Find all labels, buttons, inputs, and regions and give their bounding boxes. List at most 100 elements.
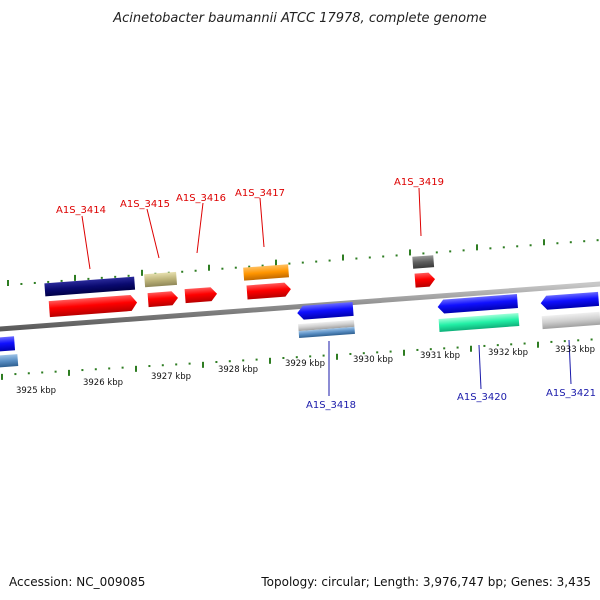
kbp-label: 3925 kbp [16,386,56,396]
gene-feature-mint[interactable] [438,312,520,332]
gene-arrow-a1s-3416[interactable] [184,287,218,304]
gene-arrow-left-partial[interactable] [0,336,16,353]
gene-arrow-a1s-3415[interactable] [147,291,179,308]
ruler-minor-tick [54,370,57,373]
ruler-minor-tick [355,257,358,260]
ruler-major-tick [537,341,539,348]
gene-feature-gray[interactable] [412,255,435,269]
gene-label-a1s-3420[interactable]: A1S_3420 [457,392,507,403]
ruler-minor-tick [416,348,419,351]
gene-label-a1s-3415[interactable]: A1S_3415 [120,199,170,210]
ruler-minor-tick [87,277,90,280]
ruler-minor-tick [376,351,379,354]
top-label-leaders [81,187,422,270]
gene-feature-navy[interactable] [44,276,136,297]
ruler-major-tick [543,239,545,246]
gene-arrow-a1s-3419[interactable] [414,272,436,288]
ruler-minor-tick [456,346,459,349]
ruler-minor-tick [121,366,124,369]
genome-backbone [0,281,600,332]
ruler-minor-tick [590,338,593,341]
kbp-label: 3928 kbp [218,365,258,375]
top-strand-ruler [7,239,599,286]
ruler-major-tick [135,365,137,372]
gene-label-a1s-3414[interactable]: A1S_3414 [56,205,106,216]
ruler-minor-tick [108,367,111,370]
ruler-minor-tick [510,343,513,346]
ruler-major-tick [208,264,210,271]
ruler-minor-tick [389,350,392,353]
kbp-label: 3930 kbp [353,355,393,365]
ruler-minor-tick [295,356,298,359]
ruler-minor-tick [175,363,178,366]
gene-feature-khaki[interactable] [144,271,178,288]
gene-feature-left-steel[interactable] [0,354,19,369]
ruler-minor-tick [368,256,371,259]
ruler-minor-tick [422,252,425,255]
bottom-strand-genes [0,291,600,369]
ruler-minor-tick [248,265,251,268]
ruler-minor-tick [502,246,505,249]
ruler-major-tick [476,244,478,251]
gene-arrow-a1s-3421[interactable] [540,291,600,310]
kbp-label: 3926 kbp [83,378,123,388]
ruler-minor-tick [194,269,197,272]
ruler-minor-tick [443,347,446,350]
gene-feature-silver[interactable] [298,319,355,332]
ruler-minor-tick [529,244,532,247]
ruler-minor-tick [234,266,237,269]
ruler-minor-tick [496,344,499,347]
ruler-minor-tick [563,340,566,343]
ruler-minor-tick [395,254,398,257]
ruler-minor-tick [100,276,103,279]
ruler-minor-tick [47,280,50,283]
gene-arrow-a1s-3417[interactable] [246,282,292,300]
gene-label-a1s-3416[interactable]: A1S_3416 [176,193,226,204]
gene-label-a1s-3419[interactable]: A1S_3419 [394,177,444,188]
ruler-major-tick [1,373,3,380]
ruler-minor-tick [349,352,352,355]
ruler-minor-tick [583,240,586,243]
ruler-minor-tick [577,339,580,342]
ruler-major-tick [68,369,70,376]
ruler-minor-tick [215,361,218,364]
ruler-major-tick [403,349,405,356]
gene-label-a1s-3418[interactable]: A1S_3418 [306,400,356,411]
ruler-minor-tick [429,348,432,351]
bottom-strand-ruler [1,338,593,380]
ruler-minor-tick [81,369,84,372]
ruler-major-tick [275,259,277,266]
ruler-minor-tick [556,242,559,245]
ruler-minor-tick [449,250,452,253]
genome-summary-text: Topology: circular; Length: 3,976,747 bp… [260,575,591,589]
ruler-minor-tick [483,344,486,347]
ruler-major-tick [470,345,472,352]
gene-arrow-a1s-3420[interactable] [437,294,518,314]
ruler-minor-tick [282,356,285,359]
top-strand-genes [44,255,436,318]
ruler-minor-tick [161,364,164,367]
accession-text: Accession: NC_009085 [9,575,145,589]
ruler-minor-tick [309,355,312,358]
gene-feature-steel[interactable] [298,326,355,339]
ruler-minor-tick [60,279,63,282]
ruler-minor-tick [41,371,44,374]
ruler-minor-tick [114,275,117,278]
gene-arrow-a1s-3418[interactable] [297,301,354,320]
ruler-minor-tick [489,247,492,250]
ruler-minor-tick [328,259,331,262]
kbp-label: 3933 kbp [555,345,595,355]
gene-feature-silver-right[interactable] [541,311,600,330]
ruler-minor-tick [382,255,385,258]
ruler-minor-tick [14,373,17,376]
gene-feature-orange[interactable] [243,264,290,281]
gene-label-a1s-3417[interactable]: A1S_3417 [235,188,285,199]
map-title: Acinetobacter baumannii ATCC 17978, comp… [112,11,487,26]
ruler-minor-tick [315,260,318,263]
gene-label-a1s-3421[interactable]: A1S_3421 [546,388,596,399]
ruler-major-tick [342,254,344,261]
kbp-label: 3927 kbp [151,372,191,382]
ruler-minor-tick [148,365,151,368]
gene-arrow-a1s-3414[interactable] [48,294,138,318]
